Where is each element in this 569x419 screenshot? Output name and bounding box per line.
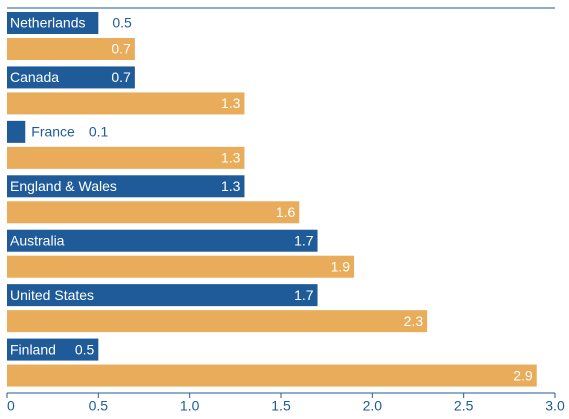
category-label: Canada	[10, 69, 59, 85]
value-label: 1.9	[331, 258, 351, 274]
bar	[7, 66, 135, 89]
value-label: 0.7	[111, 69, 131, 85]
bar	[7, 146, 245, 169]
category-label: France	[31, 124, 75, 140]
value-label: 0.7	[111, 41, 131, 57]
x-tick-label: 2.5	[454, 398, 474, 414]
value-label: 0.5	[75, 341, 95, 357]
x-tick-label: 1.0	[180, 398, 200, 414]
category-label: Finland	[10, 341, 56, 357]
bar	[7, 310, 428, 333]
category-label: England & Wales	[10, 178, 117, 194]
bar	[7, 229, 318, 252]
bar	[7, 338, 99, 361]
value-label: 2.9	[513, 367, 533, 383]
value-label: 1.7	[294, 287, 314, 303]
bar	[7, 201, 300, 224]
value-label: 1.6	[276, 204, 296, 220]
category-label: United States	[10, 287, 94, 303]
x-tick-label: 1.5	[271, 398, 291, 414]
category-label: Australia	[10, 232, 65, 248]
value-label: 0.1	[89, 124, 109, 140]
value-label: 0.5	[112, 15, 132, 31]
x-tick-label: 0.5	[89, 398, 109, 414]
bar	[7, 120, 26, 143]
x-tick-label: 0	[7, 398, 15, 414]
bar	[7, 364, 537, 387]
x-tick-label: 3.0	[545, 398, 565, 414]
bar	[7, 92, 245, 115]
bar	[7, 284, 318, 307]
bar	[7, 38, 135, 60]
value-label: 1.3	[221, 178, 241, 194]
category-label: Netherlands	[10, 15, 86, 31]
value-label: 1.3	[221, 95, 241, 111]
bar	[7, 12, 99, 34]
x-tick-label: 2.0	[363, 398, 383, 414]
value-label: 1.7	[294, 232, 314, 248]
bar	[7, 175, 245, 198]
value-label: 1.3	[221, 150, 241, 166]
value-label: 2.3	[404, 313, 424, 329]
bar	[7, 255, 355, 278]
